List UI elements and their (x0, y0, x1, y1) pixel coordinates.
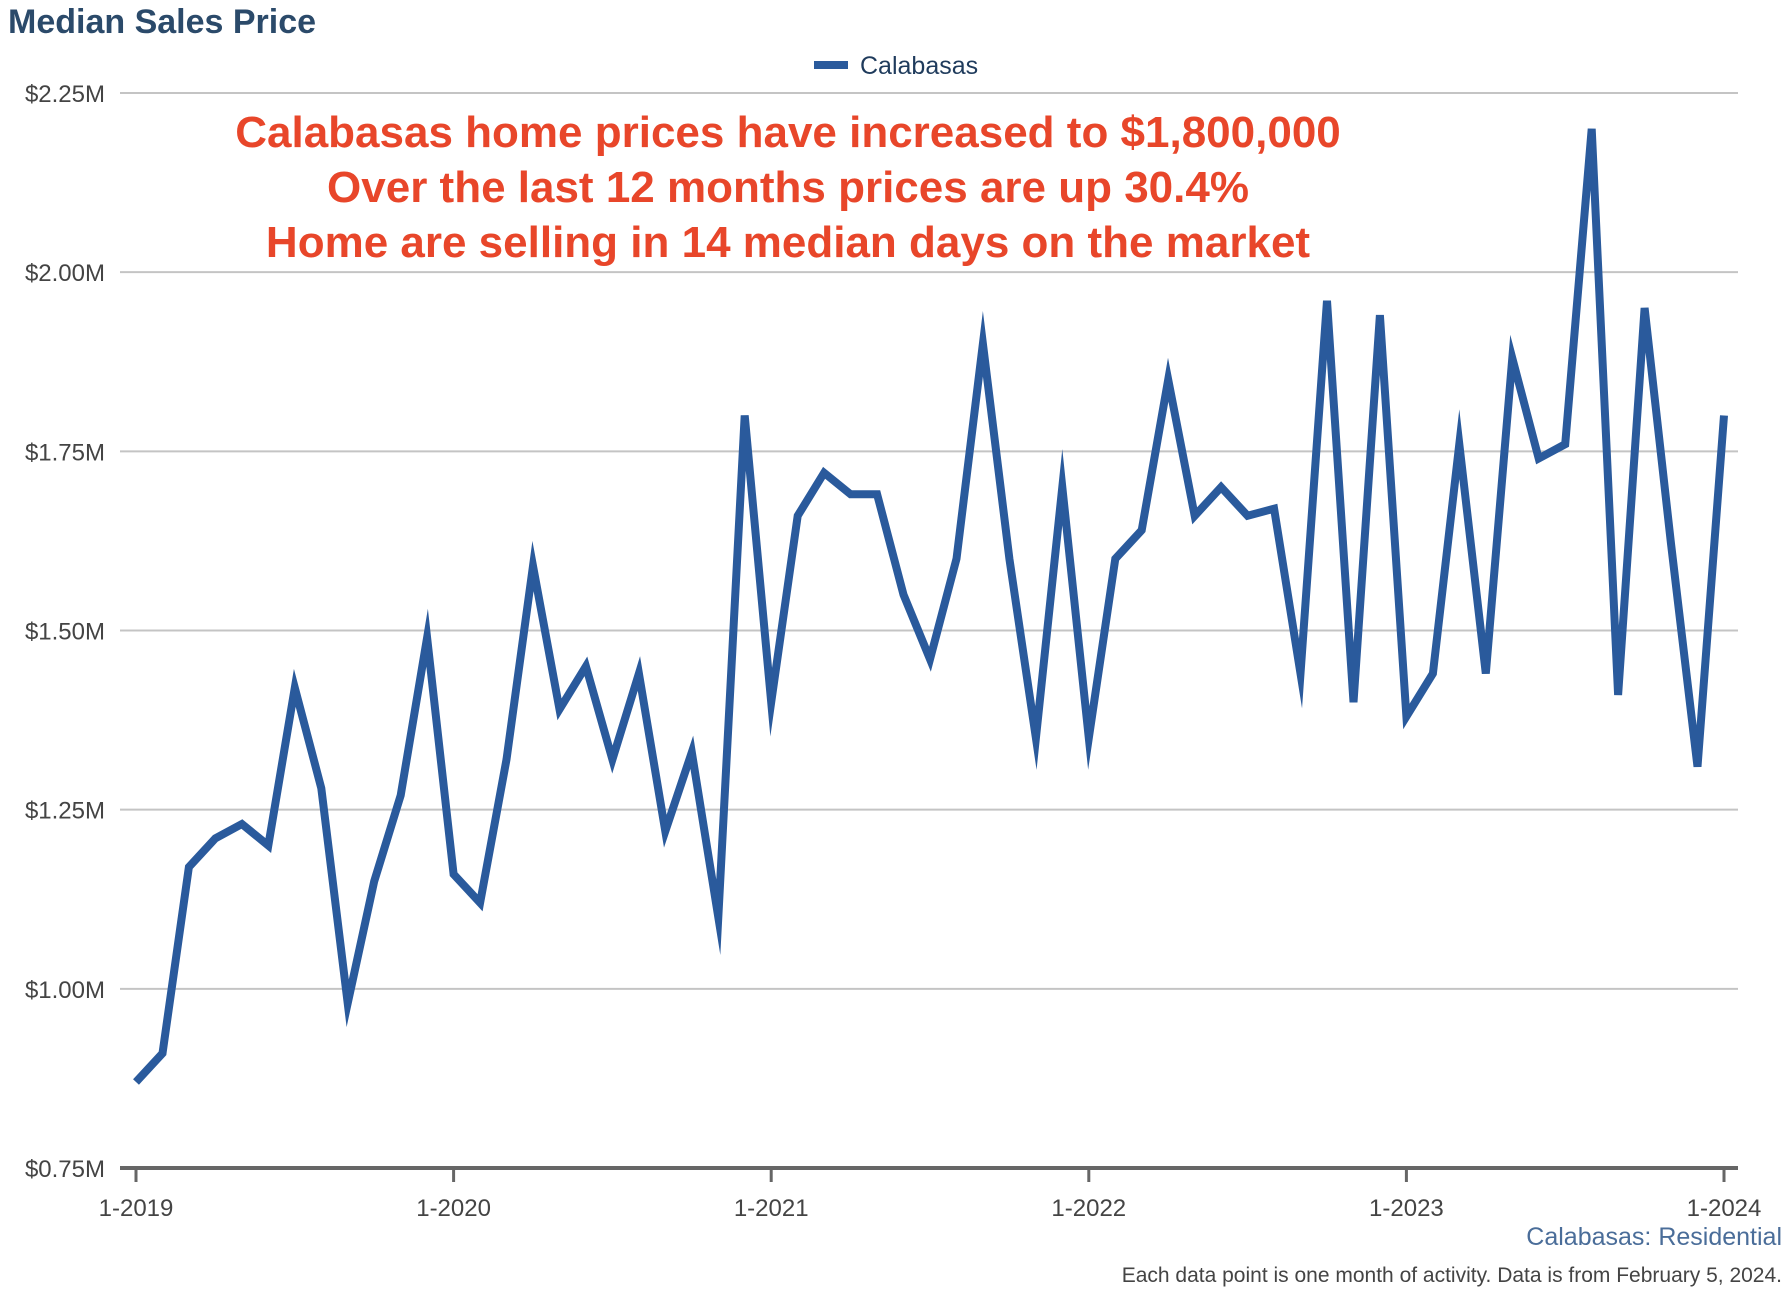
series-calabasas (133, 128, 1728, 1085)
y-tick-label-5: $2.00M (25, 260, 105, 287)
y-axis-tick-labels: $0.75M $1.00M $1.25M $1.50M $1.75M $2.00M $2.2… (25, 81, 105, 1183)
y-tick-label-3: $1.50M (25, 619, 105, 646)
footnote: Each data point is one month of activity… (1122, 1264, 1782, 1287)
series-line-0 (133, 128, 1728, 1085)
x-tick-label-0: 1-2019 (99, 1195, 174, 1222)
y-tick-label-4: $1.75M (25, 439, 105, 466)
annotation-line-3: Home are selling in 14 median days on th… (266, 218, 1310, 267)
x-axis: 1-2019 1-2020 1-2021 1-2022 1-2023 1-2024 (99, 1166, 1762, 1222)
x-tick-label-2: 1-2021 (734, 1195, 809, 1222)
annotation-block: Calabasas home prices have increased to … (235, 108, 1341, 267)
x-tick-label-5: 1-2024 (1687, 1195, 1762, 1222)
annotation-line-1: Calabasas home prices have increased to … (235, 108, 1341, 157)
source-label: Calabasas: Residential (1526, 1223, 1782, 1251)
chart-title: Median Sales Price (8, 3, 316, 41)
x-tick-label-1: 1-2020 (416, 1195, 491, 1222)
x-tick-label-3: 1-2022 (1051, 1195, 1126, 1222)
legend: Calabasas (814, 52, 978, 80)
gridlines (120, 92, 1738, 990)
y-tick-label-2: $1.25M (25, 798, 105, 825)
annotation-line-2: Over the last 12 months prices are up 30… (327, 163, 1249, 212)
y-tick-label-0: $0.75M (25, 1156, 105, 1183)
y-tick-label-6: $2.25M (25, 81, 105, 108)
legend-label-calabasas: Calabasas (860, 52, 978, 80)
x-tick-label-4: 1-2023 (1369, 1195, 1444, 1222)
y-tick-label-1: $1.00M (25, 977, 105, 1004)
